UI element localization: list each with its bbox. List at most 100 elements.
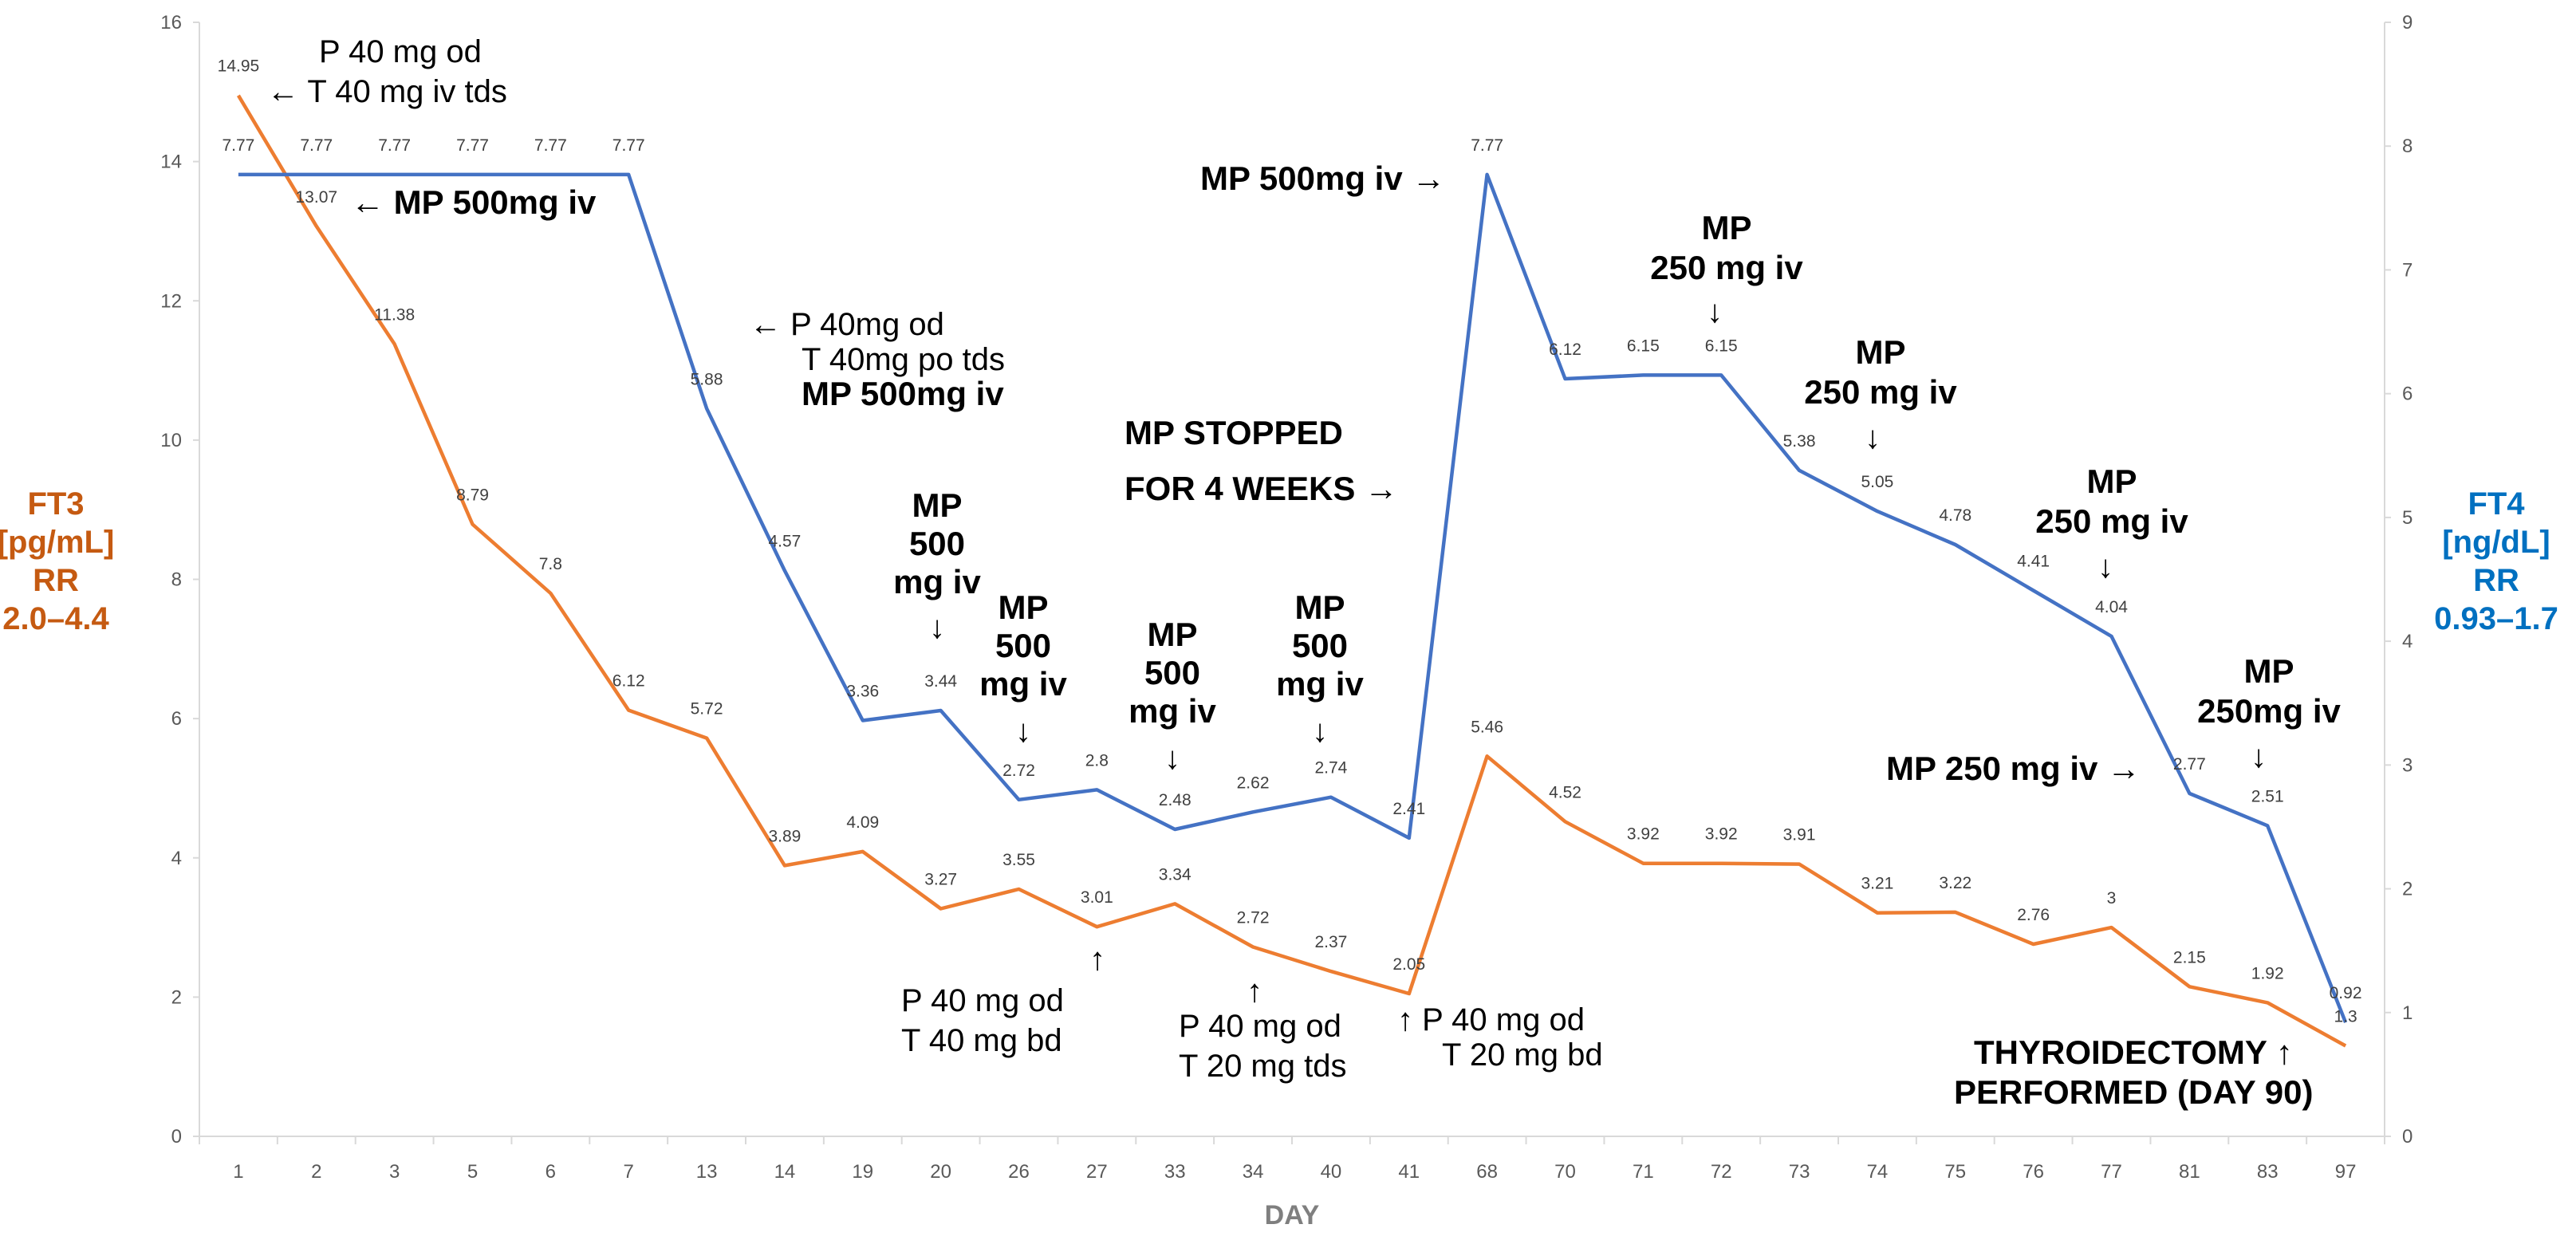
left-tick-label: 4 <box>171 848 182 869</box>
left-tick-label: 0 <box>171 1126 182 1148</box>
data-label-ft4: 4.57 <box>768 533 801 551</box>
annotation-arrow: ↓ <box>1312 714 1328 749</box>
annotation-mp-stopped: MP STOPPED FOR 4 WEEKS → <box>1125 414 1398 507</box>
annotation-line: 500 <box>909 525 965 562</box>
annotation-line: FOR 4 WEEKS → <box>1125 470 1398 507</box>
x-tick-label: 76 <box>2023 1161 2044 1183</box>
annotation-line: MP 250 mg iv → <box>1886 750 2141 787</box>
data-label-ft3: 3.34 <box>1159 865 1191 884</box>
data-label-ft3: 4.52 <box>1549 783 1581 801</box>
data-label-ft3: 14.95 <box>218 57 260 76</box>
right-tick-label: 5 <box>2402 507 2413 529</box>
data-label-ft3: 8.79 <box>456 486 489 505</box>
data-label-ft4: 3.36 <box>846 682 879 700</box>
data-label-ft4: 2.8 <box>1085 751 1109 770</box>
annotation-line: MP <box>998 589 1049 626</box>
x-tick-label: 2 <box>311 1161 321 1183</box>
data-label-ft4: 7.77 <box>378 136 411 155</box>
annotation-line: MP <box>2087 463 2137 500</box>
data-label-ft3: 3.22 <box>1939 874 1971 892</box>
annotation-day34-treatment: ↑ P 40 mg od T 20 mg tds <box>1179 974 1346 1084</box>
annotation-line: PERFORMED (DAY 90) <box>1954 1073 2313 1111</box>
data-label-ft4: 7.77 <box>612 136 645 155</box>
annotation-arrow: ↓ <box>1707 294 1723 329</box>
data-label-ft3: 3 <box>2107 889 2117 907</box>
data-label-ft4: 2.62 <box>1237 774 1270 792</box>
annotation-arrow: ↓ <box>2097 549 2113 585</box>
data-label-ft4: 0.92 <box>2330 984 2362 1002</box>
annotation-day13-treatment: ← P 40mg od T 40mg po tds MP 500mg iv <box>750 307 1005 412</box>
left-tick-label: 6 <box>171 708 182 730</box>
annotation-line: 500 <box>1292 627 1348 664</box>
x-tick-label: 75 <box>1944 1161 1966 1183</box>
x-tick-label: 5 <box>467 1161 478 1183</box>
right-tick-label: 0 <box>2402 1126 2413 1148</box>
annotation-line: MP <box>1856 333 1906 371</box>
annotation-line: MP <box>912 486 963 524</box>
left-axis-title-line-2: [pg/mL] <box>0 525 114 560</box>
annotation-line: MP 500mg iv <box>802 375 1004 412</box>
annotation-initial-treatment: P 40 mg od ← T 40 mg iv tds <box>267 34 507 109</box>
x-tick-label: 27 <box>1086 1161 1108 1183</box>
left-tick-label: 10 <box>160 430 182 451</box>
data-label-ft4: 7.77 <box>456 136 489 155</box>
annotation-line: ← P 40mg od <box>750 307 944 342</box>
data-label-ft4: 4.41 <box>2017 552 2050 570</box>
annotation-arrow: ↑ <box>1247 974 1262 1009</box>
data-label-ft4: 4.78 <box>1939 506 1971 525</box>
x-tick-label: 77 <box>2101 1161 2122 1183</box>
annotation-line: ↑ P 40 mg od <box>1397 1002 1585 1037</box>
data-label-ft3: 2.15 <box>2173 948 2206 966</box>
annotation-thyroidectomy: THYROIDECTOMY ↑ PERFORMED (DAY 90) <box>1954 1033 2313 1111</box>
right-tick-label: 6 <box>2402 384 2413 405</box>
data-label-ft3: 3.92 <box>1627 825 1660 844</box>
series-line-ft3 <box>236 94 2347 1048</box>
annotation-line: ← T 40 mg iv tds <box>267 74 507 109</box>
right-axis-title-line-3: RR <box>2473 563 2519 598</box>
x-tick-label: 83 <box>2257 1161 2279 1183</box>
data-label-ft3: 3.89 <box>768 827 801 845</box>
data-label-ft3: 11.38 <box>374 305 415 324</box>
x-tick-label: 97 <box>2335 1161 2357 1183</box>
annotation-mp-250-day74: MP 250 mg iv ↓ <box>1804 333 1957 455</box>
annotation-mp-250-day81: MP 250 mg iv → <box>1886 750 2141 787</box>
right-axis-ticks: 0 1 2 3 4 5 6 7 8 9 <box>2385 12 2413 1148</box>
annotation-arrow: ↓ <box>1015 714 1031 749</box>
x-tick-label: 20 <box>930 1161 951 1183</box>
data-label-ft4: 2.72 <box>1002 762 1035 780</box>
annotation-mp-250-day72: MP 250 mg iv ↓ <box>1650 209 1803 329</box>
data-label-ft3: 3.55 <box>1002 851 1035 869</box>
left-axis-title-line-4: 2.0–4.4 <box>2 601 109 636</box>
data-label-ft4: 2.51 <box>2251 787 2284 805</box>
annotation-mp-500-day33: MP 500 mg iv ↓ <box>1128 616 1216 776</box>
left-axis-title-line-3: RR <box>33 563 79 598</box>
data-label-ft4: 6.15 <box>1627 337 1660 355</box>
data-label-ft4: 7.77 <box>222 136 254 155</box>
data-label-ft4: 6.15 <box>1705 337 1738 355</box>
left-tick-label: 2 <box>171 986 182 1008</box>
right-tick-label: 1 <box>2402 1002 2413 1024</box>
data-label-ft4: 7.77 <box>534 136 567 155</box>
annotation-line: 500 <box>1144 654 1200 691</box>
x-axis-ticks: 1 2 3 5 6 7 13 14 19 20 26 27 33 34 40 41 68 70 71 72 73 74 75… <box>199 1136 2385 1183</box>
annotation-line: ← MP 500mg iv <box>351 183 597 221</box>
annotation-line: MP 500mg iv → <box>1200 159 1445 197</box>
right-tick-label: 3 <box>2402 754 2413 776</box>
data-label-ft3: 4.09 <box>846 813 879 832</box>
annotation-line: 250 mg iv <box>1804 373 1957 411</box>
left-axis-title-line-1: FT3 <box>27 486 84 522</box>
data-label-ft4: 7.77 <box>1471 136 1503 155</box>
annotation-line: T 20 mg bd <box>1442 1037 1603 1073</box>
annotation-line: 250mg iv <box>2197 692 2341 730</box>
annotation-line: mg iv <box>1276 665 1364 703</box>
data-label-ft3: 7.8 <box>539 555 562 573</box>
data-label-ft4: 3.44 <box>924 672 957 691</box>
annotation-mp-250-day77: MP 250 mg iv ↓ <box>2035 463 2188 585</box>
annotation-line: P 40 mg od <box>319 34 482 69</box>
data-label-ft4: 5.88 <box>691 370 723 388</box>
right-tick-label: 8 <box>2402 136 2413 157</box>
annotation-line: MP STOPPED <box>1125 414 1343 451</box>
data-label-ft4: 2.77 <box>2173 755 2206 774</box>
annotation-arrow: ↓ <box>1164 741 1180 776</box>
